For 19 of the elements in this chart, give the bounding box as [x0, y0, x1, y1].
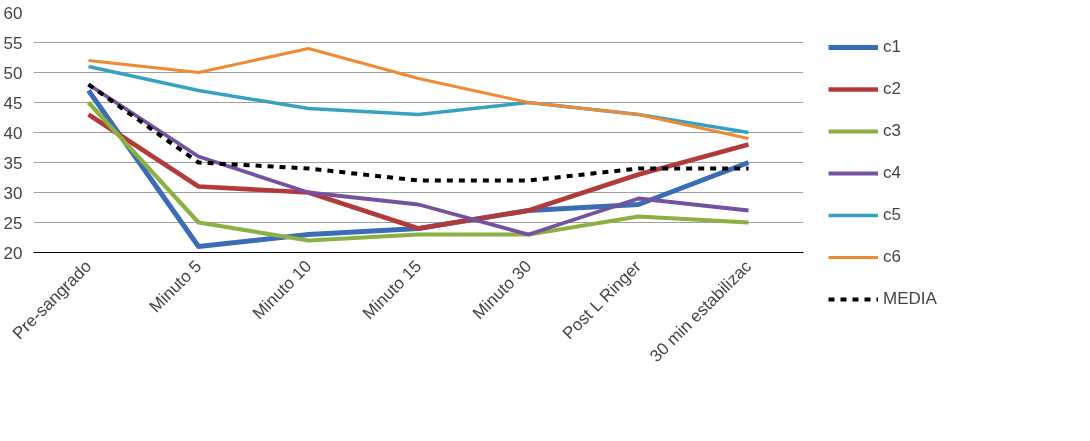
legend-label: c6	[883, 247, 902, 267]
y-tick-label: 60	[3, 3, 23, 23]
legend-label: c4	[883, 163, 902, 183]
legend-label: c1	[883, 37, 902, 57]
legend-label: c5	[883, 205, 902, 225]
legend-label: c3	[883, 121, 902, 141]
line-series	[86, 82, 751, 183]
y-tick-label: 55	[3, 33, 23, 53]
y-tick-label: 50	[3, 63, 23, 83]
legend-label: c2	[883, 79, 902, 99]
y-tick-label: 35	[3, 153, 23, 173]
y-tick-label: 25	[3, 213, 23, 233]
line-series	[87, 47, 750, 140]
y-tick-label: 45	[3, 93, 23, 113]
line-series	[86, 112, 751, 231]
y-tick-label: 40	[3, 123, 23, 143]
y-tick-label: 30	[3, 183, 23, 203]
legend-label: MEDIA	[883, 289, 937, 309]
y-tick-label: 20	[3, 243, 23, 263]
